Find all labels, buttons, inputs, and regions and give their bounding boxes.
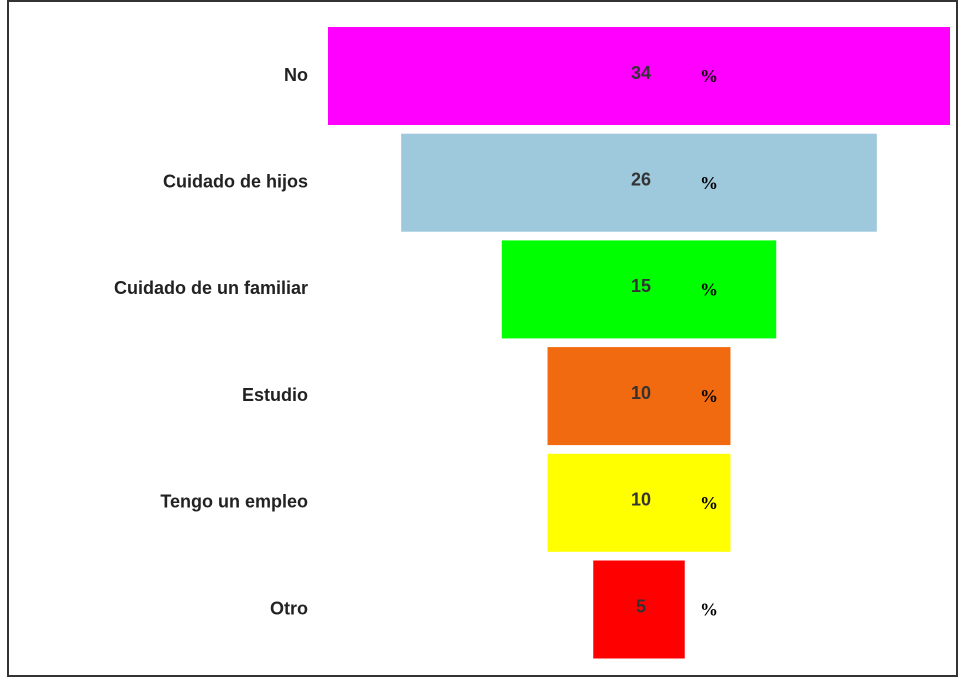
unit-label: % (700, 386, 718, 406)
category-label: Tengo un empleo (160, 492, 308, 512)
unit-label: % (700, 280, 718, 300)
funnel-bar (328, 27, 950, 125)
value-label: 10 (631, 490, 651, 510)
funnel-bar (401, 133, 877, 232)
category-label: Cuidado de hijos (163, 171, 308, 191)
funnel-bar (501, 240, 777, 339)
unit-label: % (700, 66, 718, 86)
value-label: 26 (631, 169, 651, 189)
category-label: Cuidado de un familiar (114, 278, 308, 298)
funnel-bar (547, 453, 731, 552)
category-label: Estudio (242, 385, 308, 405)
category-label: Otro (270, 598, 308, 618)
value-label: 5 (636, 596, 646, 616)
unit-label: % (700, 173, 718, 193)
category-label: No (284, 65, 308, 85)
funnel-bar (547, 347, 731, 446)
unit-label: % (700, 493, 718, 513)
value-label: 10 (631, 383, 651, 403)
unit-label: % (700, 600, 718, 620)
funnel-bar (593, 560, 685, 659)
value-label: 34 (631, 63, 651, 83)
value-label: 15 (631, 276, 651, 296)
